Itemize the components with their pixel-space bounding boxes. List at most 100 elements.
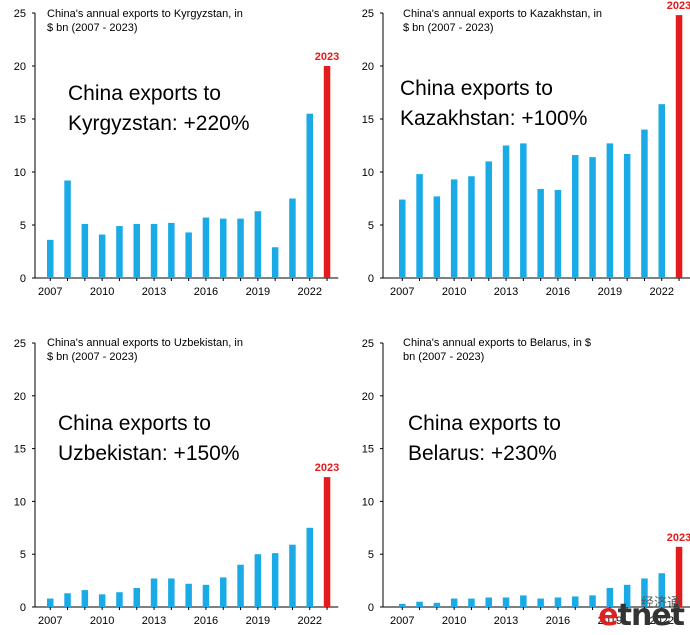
bar — [237, 564, 244, 607]
bar — [202, 584, 210, 607]
bar — [589, 157, 596, 278]
x-tick-label: 2010 — [90, 615, 114, 627]
chart-annotation-line: China exports to — [408, 412, 561, 435]
x-tick-label: 2007 — [38, 615, 62, 627]
bar — [658, 573, 665, 607]
bar — [306, 527, 313, 607]
x-tick-label: 2016 — [546, 615, 570, 627]
y-tick-label: 25 — [14, 8, 26, 20]
bar — [116, 592, 123, 607]
bar — [433, 196, 441, 278]
bar — [47, 598, 54, 607]
bar — [47, 239, 54, 278]
y-tick-label: 25 — [362, 8, 374, 20]
chart-panel-3: 0 5 10 15 20 25 2023 2007 2010 2013 2016 2019 2022 Ch… — [14, 337, 340, 627]
y-tick-label: 15 — [14, 114, 26, 126]
watermark: 经济通 etnet — [598, 596, 685, 633]
bar — [81, 223, 89, 278]
x-tick-label: 2019 — [246, 615, 270, 627]
bar — [150, 223, 158, 278]
x-tick-label: 2007 — [38, 286, 62, 298]
x-tick-label: 2010 — [442, 286, 466, 298]
bar — [623, 584, 631, 607]
chart-annotation-line: China exports to — [68, 82, 221, 105]
bar — [572, 596, 579, 607]
x-tick-label: 2022 — [298, 286, 322, 298]
bar — [416, 174, 423, 278]
bar — [641, 578, 648, 607]
x-tick-label: 2016 — [194, 615, 218, 627]
y-tick-label: 20 — [14, 61, 26, 73]
x-tick-label: 2016 — [546, 286, 570, 298]
x-tick-label: 2007 — [390, 615, 414, 627]
y-tick-label: 25 — [14, 338, 26, 350]
bar — [554, 597, 562, 607]
x-tick-label: 2010 — [442, 615, 466, 627]
bar — [416, 601, 423, 607]
bar — [502, 145, 510, 278]
bar — [254, 554, 262, 607]
bar — [450, 598, 458, 607]
y-tick-label: 0 — [368, 273, 374, 285]
bar — [589, 595, 596, 607]
chart-title-line: $ bn (2007 - 2023) — [47, 22, 138, 34]
bar — [520, 143, 527, 278]
x-tick-label: 2013 — [494, 615, 518, 627]
bar — [133, 587, 140, 607]
bar — [81, 590, 89, 607]
highlight-year-label: 2023 — [315, 51, 339, 63]
bar — [185, 583, 192, 607]
bar — [98, 234, 106, 278]
watermark-logo-e: e — [598, 598, 618, 633]
bar — [606, 143, 614, 278]
bar — [168, 578, 175, 607]
chart-panel-2: 0 5 10 15 20 25 2023 2007 2010 2013 2016 2019 2022 Ch… — [362, 0, 690, 298]
y-tick-label: 15 — [14, 444, 26, 456]
y-tick-label: 0 — [20, 273, 26, 285]
bar — [237, 218, 244, 278]
chart-title-line: China's annual exports to Belarus, in $ — [403, 337, 591, 349]
y-tick-label: 10 — [14, 167, 26, 179]
bar-highlight-2023 — [675, 546, 683, 607]
chart-annotation-line: China exports to — [400, 77, 553, 100]
bar — [306, 113, 313, 278]
bar — [572, 155, 579, 278]
bar — [623, 153, 631, 278]
watermark-logo-rest: tnet — [617, 598, 685, 633]
bar — [468, 176, 475, 278]
bar-highlight-2023 — [323, 66, 331, 278]
bar — [554, 190, 562, 278]
bar — [220, 218, 227, 278]
highlight-year-label: 2023 — [315, 462, 339, 474]
bar — [254, 211, 262, 278]
y-tick-label: 20 — [14, 391, 26, 403]
bar — [485, 161, 492, 278]
chart-panel-1: 0 5 10 15 20 25 2023 2007 2010 2013 2016 2019 2022 Ch… — [14, 8, 340, 298]
chart-title-line: bn (2007 - 2023) — [403, 351, 484, 363]
bar — [399, 199, 406, 278]
y-tick-label: 25 — [362, 338, 374, 350]
x-tick-label: 2019 — [598, 286, 622, 298]
bar — [433, 602, 441, 607]
chart-annotation-line: Belarus: +230% — [408, 442, 557, 465]
bar — [289, 198, 296, 278]
bar — [537, 188, 544, 278]
y-tick-label: 10 — [362, 496, 374, 508]
bar — [289, 544, 296, 607]
chart-annotation-line: Kyrgyzstan: +220% — [68, 112, 250, 135]
y-tick-label: 15 — [362, 444, 374, 456]
x-tick-label: 2013 — [494, 286, 518, 298]
chart-panel-4: 0 5 10 15 20 25 2023 2007 2010 2013 2016 2019 2022 Ch… — [362, 337, 690, 627]
highlight-year-label: 2023 — [667, 532, 690, 544]
y-tick-label: 0 — [368, 602, 374, 614]
chart-title-line: China's annual exports to Kazakhstan, in — [403, 8, 602, 20]
bar — [202, 217, 210, 278]
bar — [98, 594, 106, 607]
x-tick-label: 2010 — [90, 286, 114, 298]
bar — [64, 593, 71, 607]
x-tick-label: 2022 — [650, 615, 674, 627]
bar — [133, 223, 140, 278]
bar — [606, 587, 614, 607]
bar — [502, 597, 510, 607]
